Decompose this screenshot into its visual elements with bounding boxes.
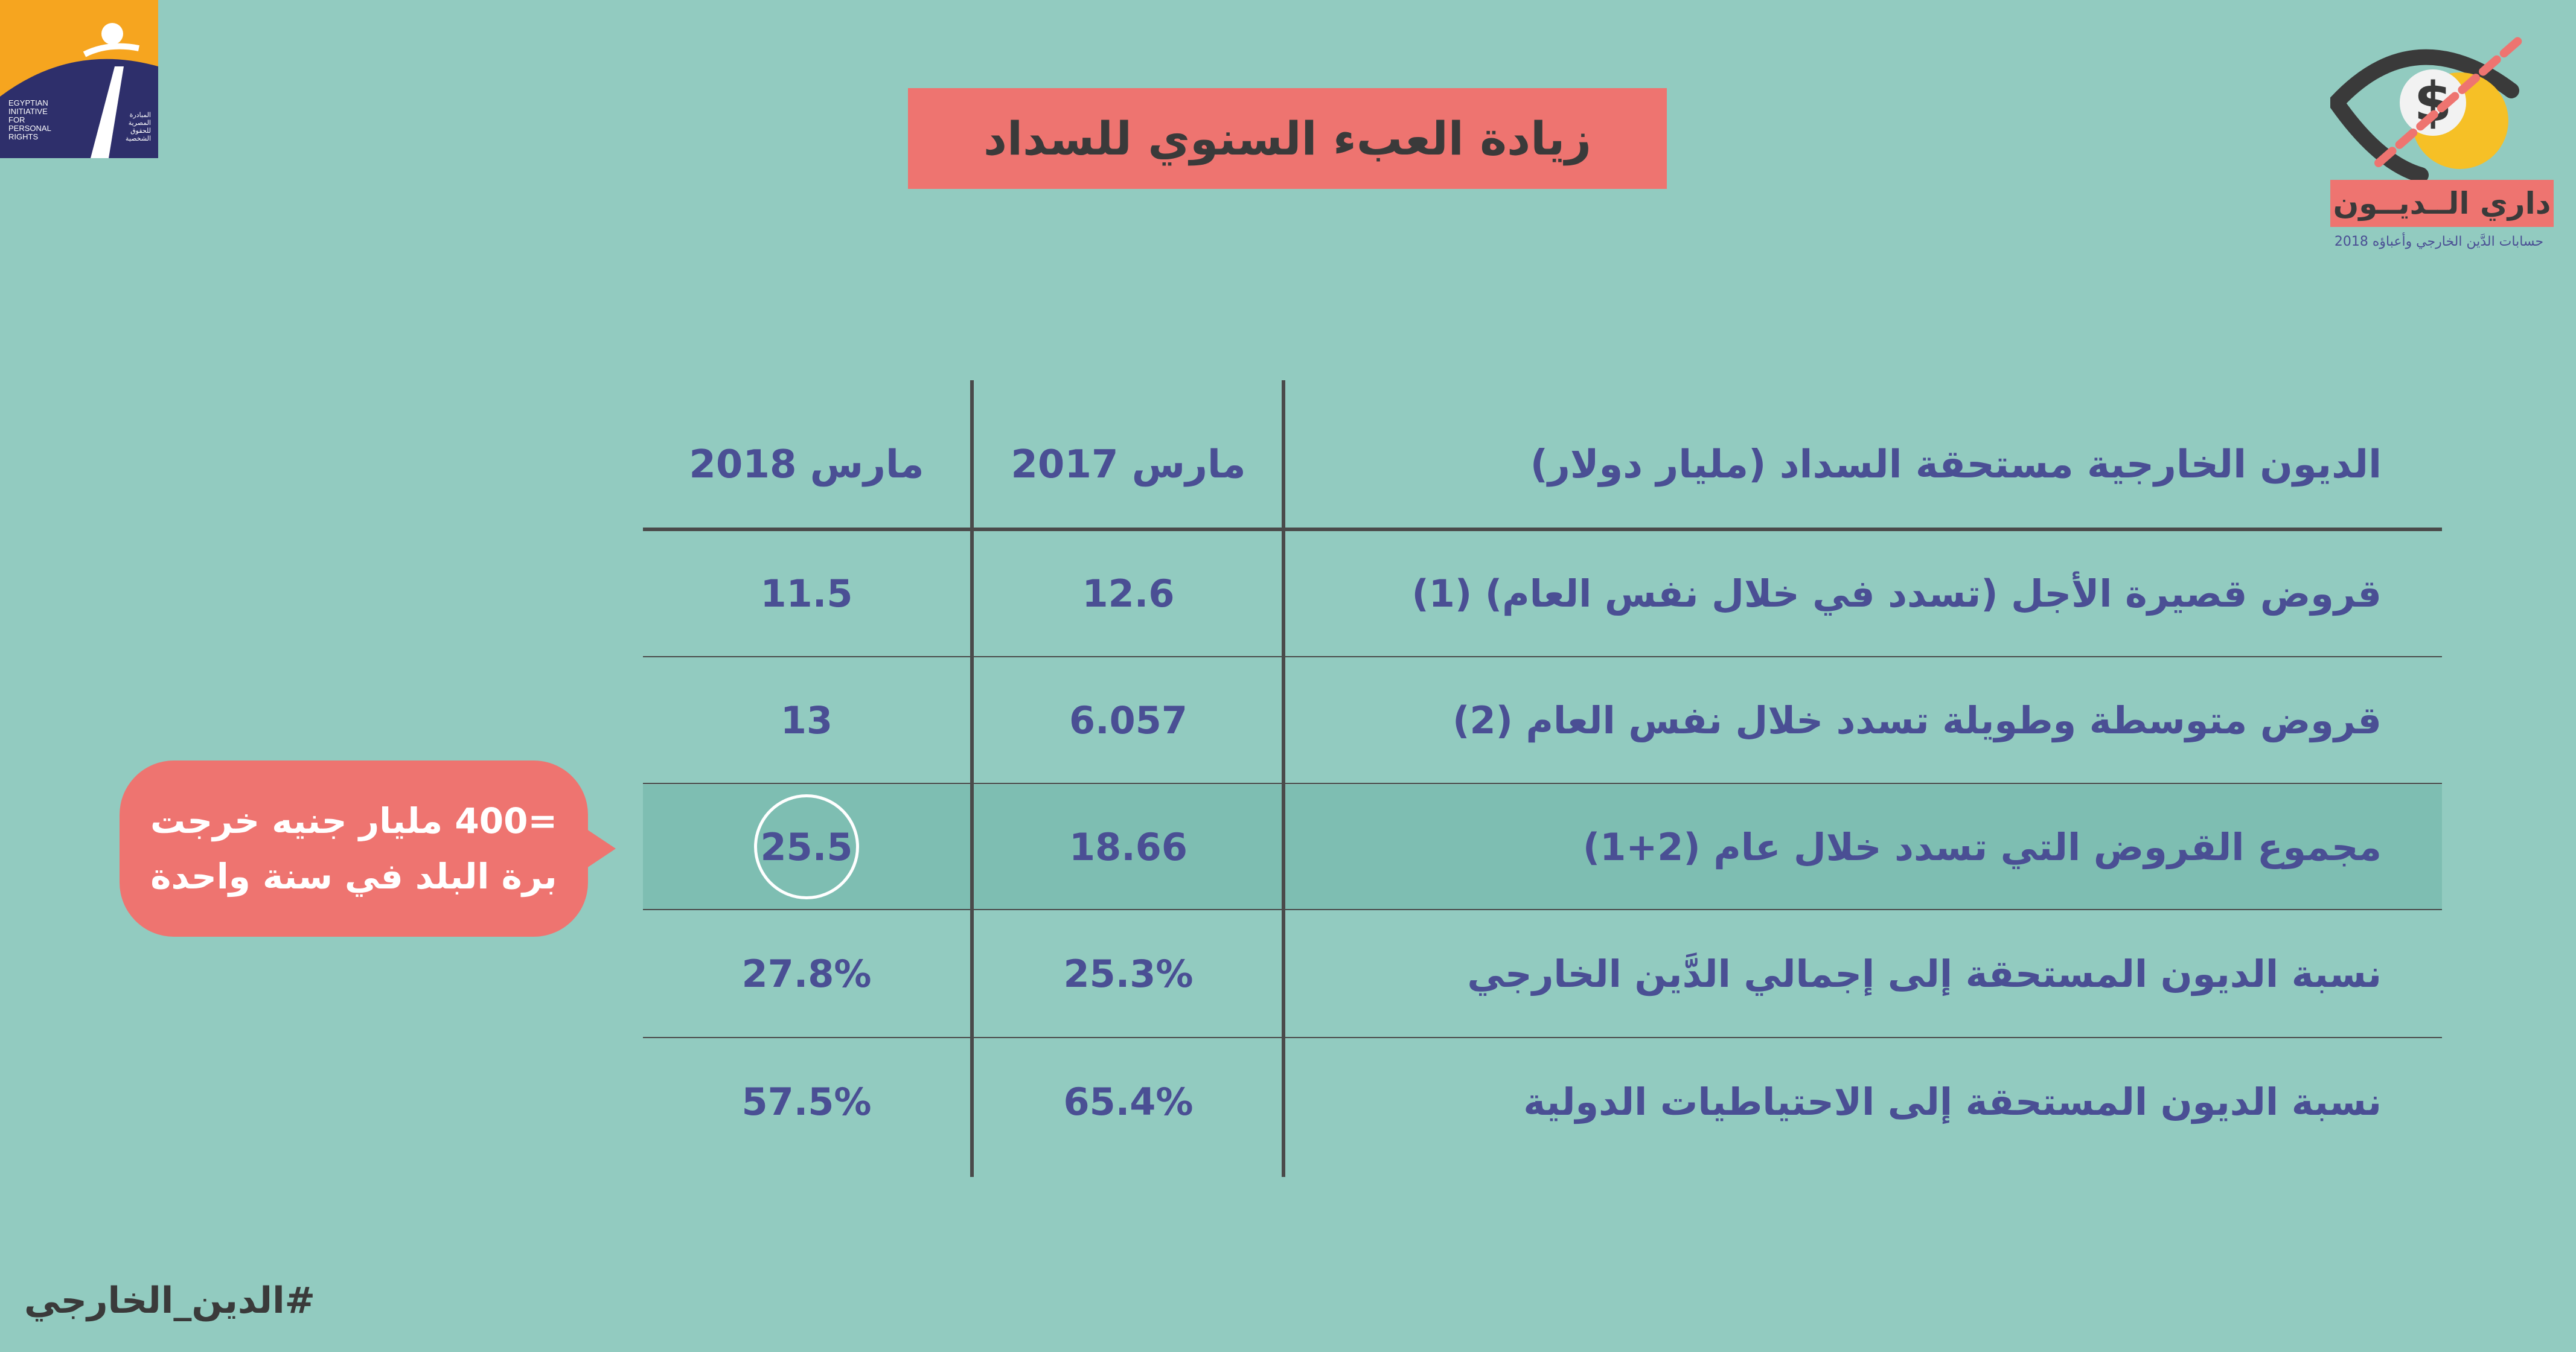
row-value-2017: 6.057 bbox=[1069, 698, 1188, 742]
row-value-2018: 13 bbox=[780, 698, 833, 742]
dari-logo-name: داري الــديــون bbox=[2330, 180, 2554, 227]
row-divider bbox=[643, 1037, 2442, 1038]
callout-line-1: =400 مليار جنيه خرجت bbox=[150, 800, 558, 841]
eipr-logo: EGYPTIAN INITIATIVE FOR PERSONAL RIGHTS … bbox=[0, 0, 158, 158]
row-value-2017: 65.4% bbox=[1063, 1079, 1194, 1124]
column-divider bbox=[970, 380, 974, 1177]
row-label: نسبة الديون المستحقة إلى الاحتياطيات الد… bbox=[1523, 1079, 2382, 1124]
dari-logo-subtitle: حسابات الدَّين الخارجي وأعباؤه 2018 bbox=[2334, 234, 2544, 249]
hashtag: #الدين_الخارجي bbox=[24, 1280, 315, 1322]
callout-line-2: برة البلد في سنة واحدة bbox=[150, 856, 557, 897]
row-divider bbox=[643, 783, 2442, 784]
table-header-label: الديون الخارجية مستحقة السداد (مليار دول… bbox=[1530, 442, 2382, 487]
row-value-2018: 11.5 bbox=[760, 571, 853, 616]
header-divider bbox=[643, 528, 2442, 531]
eipr-logo-text-ar: المبادرة المصرية للحقوق الشخصية bbox=[125, 111, 151, 142]
title-banner: زيادة العبء السنوي للسداد bbox=[908, 88, 1667, 189]
row-value-2018: 57.5% bbox=[741, 1079, 872, 1124]
eipr-logo-graphic bbox=[0, 0, 158, 158]
table-header-2018: مارس 2018 bbox=[689, 442, 924, 487]
row-divider bbox=[643, 909, 2442, 910]
eye-with-dollar-icon: $ bbox=[2330, 32, 2528, 183]
row-value-2017: 25.3% bbox=[1063, 951, 1194, 996]
row-label: قروض متوسطة وطويلة تسدد خلال نفس العام (… bbox=[1453, 698, 2382, 742]
table-header-2017: مارس 2017 bbox=[1011, 442, 1246, 487]
row-label-total: مجموع القروض التي تسدد خلال عام (2+1) bbox=[1582, 824, 2382, 869]
highlight-row-bg bbox=[643, 785, 2442, 909]
row-label: نسبة الديون المستحقة إلى إجمالي الدَّين … bbox=[1467, 951, 2382, 996]
callout-bubble: =400 مليار جنيه خرجت برة البلد في سنة وا… bbox=[120, 760, 588, 937]
row-label: قروض قصيرة الأجل (تسدد في خلال نفس العام… bbox=[1411, 571, 2382, 616]
row-value-2018: 27.8% bbox=[741, 951, 872, 996]
column-divider bbox=[1282, 380, 1285, 1177]
row-value-2018-total: 25.5 bbox=[760, 824, 853, 869]
page-title: زيادة العبء السنوي للسداد bbox=[983, 112, 1591, 165]
row-divider bbox=[643, 656, 2442, 657]
dari-eldoyoun-logo: $ bbox=[2330, 24, 2560, 266]
row-value-2017: 12.6 bbox=[1082, 571, 1175, 616]
debt-table: الديون الخارجية مستحقة السداد (مليار دول… bbox=[643, 380, 2442, 1177]
eipr-logo-text-en: EGYPTIAN INITIATIVE FOR PERSONAL RIGHTS bbox=[8, 98, 51, 141]
highlight-circle bbox=[754, 794, 859, 899]
row-value-2017-total: 18.66 bbox=[1069, 824, 1188, 869]
